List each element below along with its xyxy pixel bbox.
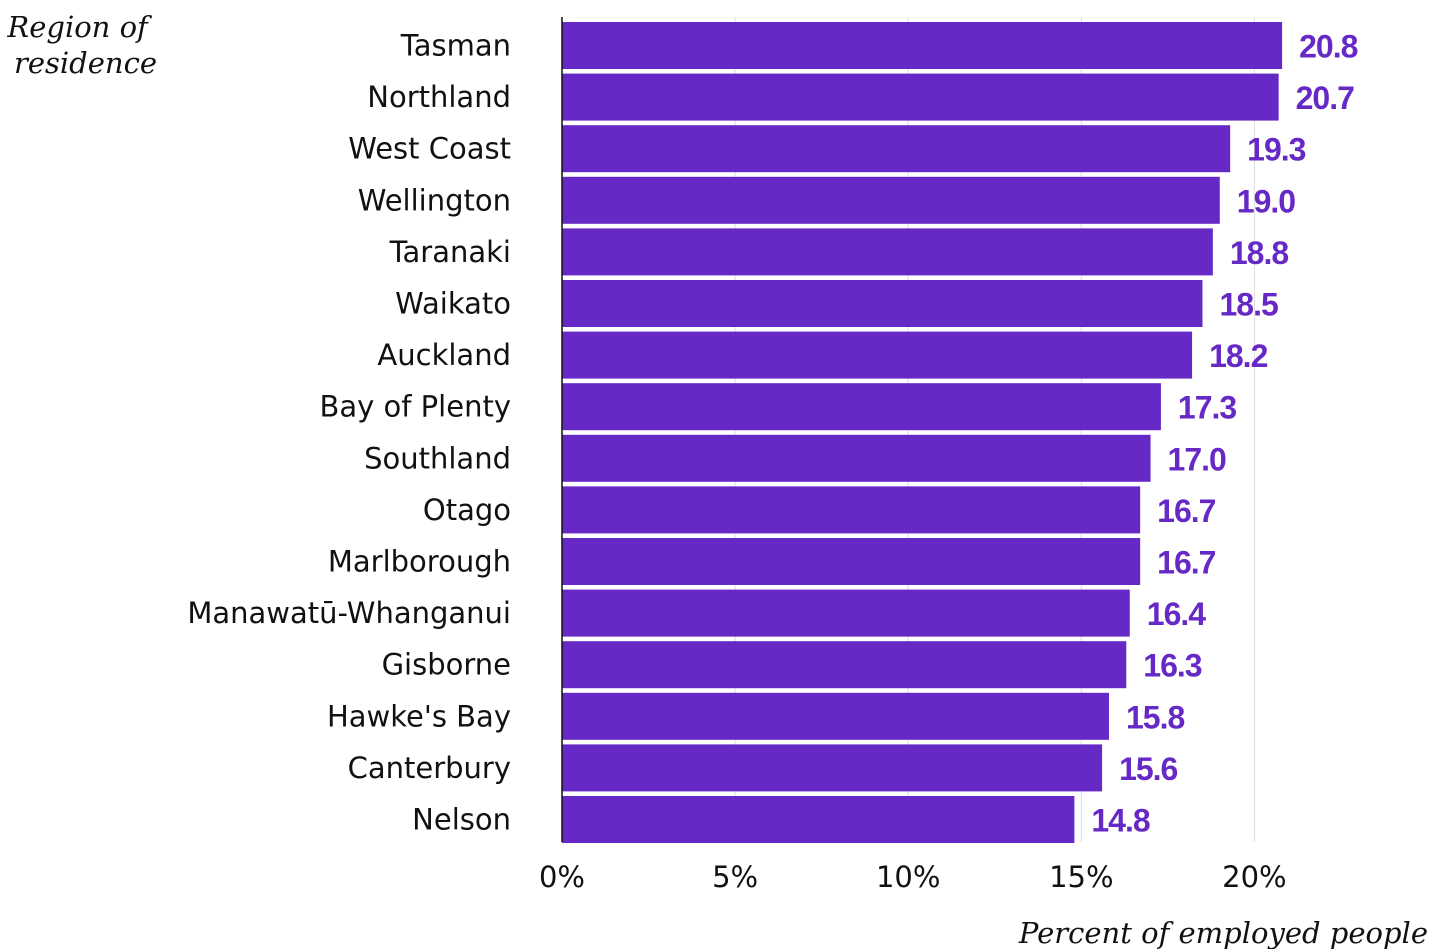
bar-west-coast xyxy=(562,125,1231,173)
bar-wellington xyxy=(562,176,1220,224)
y-axis-title-line-1: Region of xyxy=(6,10,153,44)
value-label-manawat-whanganui: 16.4 xyxy=(1147,596,1206,632)
x-tick-label-0: 0% xyxy=(539,860,585,894)
category-label-northland: Northland xyxy=(367,80,511,114)
value-label-canterbury: 15.6 xyxy=(1119,751,1177,787)
category-label-waikato: Waikato xyxy=(395,287,511,321)
bar-bay-of-plenty xyxy=(562,383,1161,431)
category-label-nelson: Nelson xyxy=(412,803,511,837)
bar-nelson xyxy=(562,796,1075,843)
value-label-gisborne: 16.3 xyxy=(1143,648,1201,684)
bar-northland xyxy=(562,73,1279,121)
value-label-waikato: 18.5 xyxy=(1219,287,1277,323)
category-label-manawat-whanganui: Manawatū-Whanganui xyxy=(187,596,511,630)
bar-gisborne xyxy=(562,641,1127,689)
category-label-otago: Otago xyxy=(423,493,511,527)
category-labels: Tasman Northland West Coast Wellington Taran… xyxy=(187,29,511,837)
bars xyxy=(562,22,1283,843)
value-label-west-coast: 19.3 xyxy=(1247,132,1305,168)
value-label-otago: 16.7 xyxy=(1157,493,1215,529)
category-label-southland: Southland xyxy=(364,441,511,475)
value-label-hawke-s-bay: 15.8 xyxy=(1126,699,1184,735)
value-labels: 20.8 20.7 19.3 19.0 18.8 18.5 18.2 17.3 17.0 16.7… xyxy=(1091,29,1358,839)
x-tick-label-15: 15% xyxy=(1049,860,1113,894)
category-label-auckland: Auckland xyxy=(377,338,511,372)
value-label-bay-of-plenty: 17.3 xyxy=(1178,390,1236,426)
y-axis-title: Region of residence xyxy=(6,10,157,80)
x-tick-label-20: 20% xyxy=(1222,860,1286,894)
category-label-west-coast: West Coast xyxy=(348,132,511,166)
bar-waikato xyxy=(562,280,1203,327)
bar-canterbury xyxy=(562,744,1103,792)
category-label-gisborne: Gisborne xyxy=(382,648,511,682)
category-label-bay-of-plenty: Bay of Plenty xyxy=(319,390,511,424)
category-label-hawke-s-bay: Hawke's Bay xyxy=(327,699,511,733)
bar-auckland xyxy=(562,331,1193,379)
x-tick-labels: 0% 5% 10% 15% 20% xyxy=(539,860,1287,894)
category-label-wellington: Wellington xyxy=(358,183,511,217)
bar-manawat-whanganui xyxy=(562,589,1130,637)
x-axis-title: Percent of employed people xyxy=(1018,916,1428,949)
bar-otago xyxy=(562,486,1141,534)
value-label-auckland: 18.2 xyxy=(1209,338,1267,374)
value-label-tasman: 20.8 xyxy=(1299,29,1357,65)
category-label-taranaki: Taranaki xyxy=(389,235,511,269)
x-tick-label-10: 10% xyxy=(876,860,940,894)
category-label-canterbury: Canterbury xyxy=(348,751,511,785)
bar-hawke-s-bay xyxy=(562,692,1109,740)
value-label-nelson: 14.8 xyxy=(1091,803,1149,839)
value-label-taranaki: 18.8 xyxy=(1230,235,1288,271)
category-label-marlborough: Marlborough xyxy=(328,545,511,579)
value-label-southland: 17.0 xyxy=(1168,441,1226,477)
value-label-marlborough: 16.7 xyxy=(1157,545,1215,581)
value-label-northland: 20.7 xyxy=(1296,80,1354,116)
y-axis-title-line-2: residence xyxy=(14,46,157,80)
category-label-tasman: Tasman xyxy=(400,29,511,63)
bar-taranaki xyxy=(562,228,1213,276)
bar-southland xyxy=(562,434,1151,482)
bar-tasman xyxy=(562,22,1283,69)
x-tick-label-5: 5% xyxy=(712,860,758,894)
value-label-wellington: 19.0 xyxy=(1237,183,1295,219)
bar-marlborough xyxy=(562,538,1141,585)
